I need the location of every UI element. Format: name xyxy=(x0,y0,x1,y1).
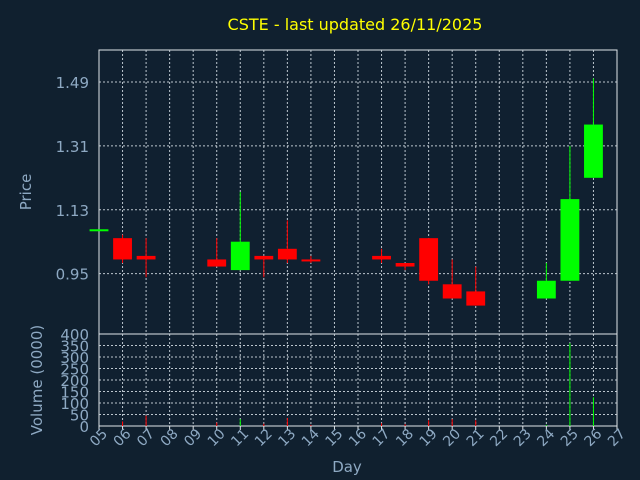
x-tick-label: 16 xyxy=(346,426,370,450)
x-tick-label: 21 xyxy=(464,426,488,450)
candle-body xyxy=(584,124,603,178)
x-tick-label: 13 xyxy=(275,426,299,450)
x-tick-label: 14 xyxy=(299,426,323,450)
candle-body xyxy=(230,241,250,271)
x-tick-label: 27 xyxy=(605,426,629,450)
price-tick-label: 1.31 xyxy=(56,138,89,156)
volume-tick-label: 250 xyxy=(60,361,89,379)
candle-body xyxy=(113,238,132,260)
x-tick-label: 07 xyxy=(134,426,158,450)
x-tick-label: 25 xyxy=(558,426,582,450)
volume-tick-label: 150 xyxy=(60,384,89,402)
price-axis-label: Price xyxy=(17,174,35,211)
volume-tick-label: 300 xyxy=(60,349,89,367)
price-tick-label: 0.95 xyxy=(56,266,89,284)
candle-body xyxy=(466,291,486,306)
x-tick-label: 15 xyxy=(322,426,346,450)
volume-tick-label: 50 xyxy=(70,407,89,425)
candle-body xyxy=(254,255,274,260)
volume-tick-label: 100 xyxy=(60,395,89,413)
volume-tick-label: 350 xyxy=(60,338,89,356)
volume-tick-label: 0 xyxy=(79,418,89,436)
volume-bars xyxy=(122,343,594,426)
candle-body xyxy=(536,280,556,299)
x-tick-label: 20 xyxy=(440,426,464,450)
candles xyxy=(89,78,603,306)
x-tick-label: 08 xyxy=(158,426,182,450)
x-tick-label: 09 xyxy=(181,426,205,450)
candle-body xyxy=(395,263,415,267)
x-tick-label: 17 xyxy=(370,426,394,450)
price-tick-label: 1.49 xyxy=(56,74,89,92)
x-tick-label: 23 xyxy=(511,426,535,450)
candle-body xyxy=(277,248,297,260)
candle-body xyxy=(372,255,391,260)
candle-body xyxy=(301,259,321,262)
x-tick-label: 19 xyxy=(417,426,441,450)
x-tick-label: 05 xyxy=(87,426,111,450)
volume-tick-label: 200 xyxy=(60,372,89,390)
x-tick-label: 26 xyxy=(581,426,605,450)
x-tick-label: 22 xyxy=(487,426,511,450)
candle-body xyxy=(89,229,109,232)
x-tick-label: 12 xyxy=(252,426,276,450)
volume-axis-label: Volume (0000) xyxy=(28,325,46,435)
chart-title: CSTE - last updated 26/11/2025 xyxy=(228,15,483,34)
candle-body xyxy=(207,259,227,267)
x-tick-label: 24 xyxy=(534,426,558,450)
x-tick-label: 18 xyxy=(393,426,417,450)
candle-body xyxy=(560,199,580,281)
volume-tick-label: 400 xyxy=(60,326,89,344)
candle-body xyxy=(136,255,156,260)
x-tick-label: 11 xyxy=(228,426,252,450)
x-axis-label: Day xyxy=(332,458,362,476)
candle-body xyxy=(442,284,462,299)
x-tick-label: 10 xyxy=(205,426,229,450)
price-tick-label: 1.13 xyxy=(56,202,89,220)
x-tick-label: 06 xyxy=(111,426,135,450)
candle-body xyxy=(419,238,439,281)
